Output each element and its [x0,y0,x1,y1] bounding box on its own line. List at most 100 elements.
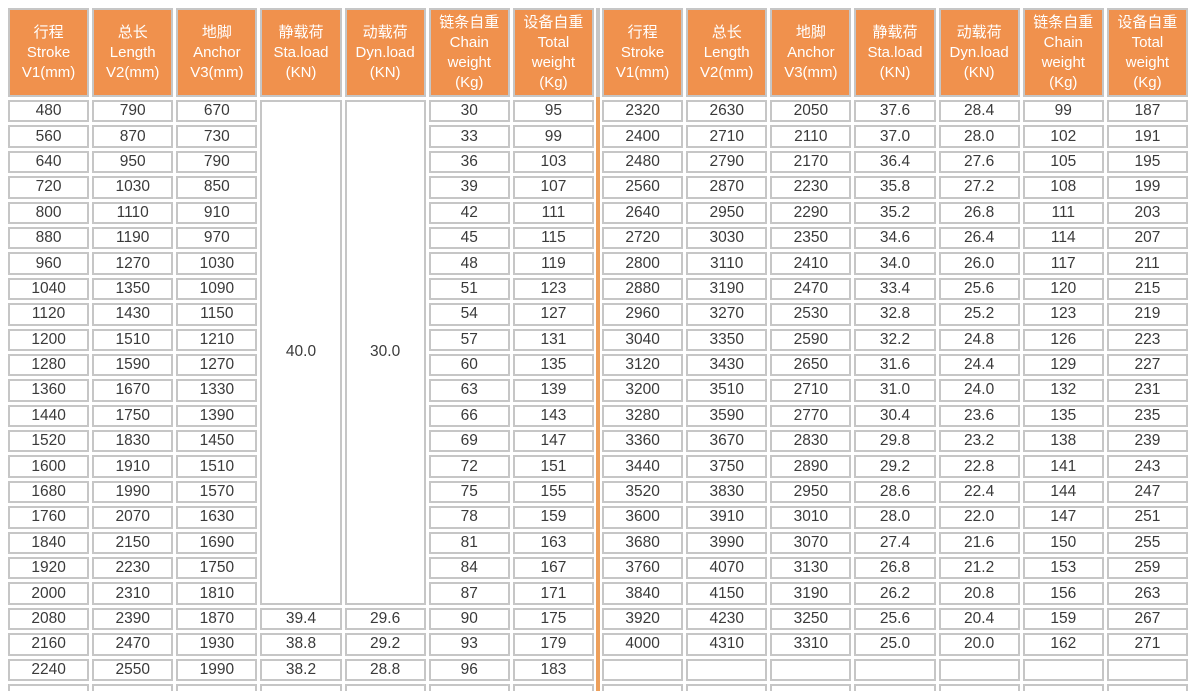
cell-sta-load: 31.0 [854,379,936,402]
cell-sta-load: 37.0 [854,125,936,148]
cell-total-weight: 247 [1106,480,1188,504]
table-row: 2160 2470 1930 38.8 29.2 93 179 [8,633,594,656]
cell-anchor: 2350 [770,226,852,250]
cell-stroke: 560 [8,125,90,148]
cell-sta-load: 35.2 [854,201,936,224]
table-row: 3920 4230 3250 25.6 20.4 159 267 [602,607,1188,631]
cell-total-weight [1106,658,1188,681]
spec-table-left-header: 行程 Stroke V1(mm) 总长 Length V2(mm) 地脚 Anchor V3(m… [8,8,594,97]
cell-total-weight: 259 [1106,557,1188,580]
cell-length: 2150 [92,531,174,555]
cell-chain-weight: 132 [1022,379,1104,402]
cell-anchor: 1390 [176,404,258,428]
table-row: 3360 3670 2830 29.8 23.2 138 239 [602,430,1188,453]
header-cell-anchor: 地脚 Anchor V3(mm) [176,8,258,97]
table-row: 2560 2870 2230 35.8 27.2 108 199 [602,176,1188,199]
cell-chain-weight: 111 [1022,201,1104,224]
table-row: 1840 2150 1690 81 163 [8,531,594,555]
cell-chain-weight: 159 [1022,607,1104,631]
header-line: 总长 [711,23,742,41]
cell-length: 2390 [92,607,174,631]
table-row: 3840 4150 3190 26.2 20.8 156 263 [602,582,1188,605]
cell-length [92,683,174,691]
cell-dyn-load [938,658,1020,681]
header-line: V3(mm) [190,63,244,81]
cell-sta-load: 25.0 [854,633,936,656]
cell-chain-weight: 114 [1022,226,1104,250]
table-row: 3040 3350 2590 32.2 24.8 126 223 [602,328,1188,351]
cell-length: 1270 [92,252,174,275]
cell-total-weight: 187 [1106,100,1188,123]
header-line: Anchor [193,43,241,61]
cell-length: 3270 [686,303,768,326]
table-row: 1760 2070 1630 78 159 [8,506,594,529]
cell-length: 3030 [686,226,768,250]
cell-total-weight: 155 [512,480,594,504]
cell-length: 1510 [92,328,174,351]
cell-length: 1670 [92,379,174,402]
table-row [602,683,1188,691]
cell-length: 2310 [92,582,174,605]
cell-total-weight: 251 [1106,506,1188,529]
header-line: (Kg) [455,73,484,91]
cell-sta-load [260,683,342,691]
table-row: 2000 2310 1810 87 171 [8,582,594,605]
cell-anchor: 2950 [770,480,852,504]
cell-sta-load: 38.2 [260,658,342,681]
cell-total-weight: 171 [512,582,594,605]
cell-chain-weight: 42 [428,201,510,224]
cell-stroke: 3040 [602,328,684,351]
header-line: weight [1125,53,1170,71]
header-line: V2(mm) [106,63,160,81]
cell-chain-weight [1022,683,1104,691]
cell-dyn-load: 28.0 [938,125,1020,148]
header-line: 设备自重 [1117,13,1178,31]
cell-dyn-load: 28.4 [938,100,1020,123]
cell-anchor: 1210 [176,328,258,351]
cell-chain-weight: 96 [428,658,510,681]
cell-stroke: 3440 [602,455,684,478]
table-row: 2400 2710 2110 37.0 28.0 102 191 [602,125,1188,148]
cell-length: 1030 [92,176,174,199]
header-line: Total [1131,33,1164,51]
header-line: (KN) [369,63,401,81]
cell-length: 2230 [92,557,174,580]
cell-stroke: 2960 [602,303,684,326]
header-row: 行程 Stroke V1(mm) 总长 Length V2(mm) 地脚 Anchor V3(m… [602,8,1188,97]
table-row: 3520 3830 2950 28.6 22.4 144 247 [602,480,1188,504]
cell-sta-load: 33.4 [854,277,936,301]
cell-length: 3830 [686,480,768,504]
cell-stroke: 1280 [8,353,90,377]
cell-anchor: 2650 [770,353,852,377]
cell-length: 4310 [686,633,768,656]
cell-chain-weight: 162 [1022,633,1104,656]
cell-dyn-load: 20.0 [938,633,1020,656]
header-cell-sta-load: 静载荷 Sta.load (KN) [260,8,342,97]
cell-length: 1590 [92,353,174,377]
cell-anchor: 970 [176,226,258,250]
cell-dyn-load: 23.2 [938,430,1020,453]
cell-dyn-load: 22.0 [938,506,1020,529]
cell-dyn-load: 23.6 [938,404,1020,428]
table-row: 2800 3110 2410 34.0 26.0 117 211 [602,252,1188,275]
cell-chain-weight: 81 [428,531,510,555]
cell-stroke: 3680 [602,531,684,555]
cell-stroke: 3200 [602,379,684,402]
cell-chain-weight: 93 [428,633,510,656]
cell-length: 1110 [92,201,174,224]
cell-anchor: 910 [176,201,258,224]
cell-total-weight: 139 [512,379,594,402]
cell-chain-weight: 108 [1022,176,1104,199]
header-cell-stroke: 行程 Stroke V1(mm) [8,8,90,97]
cell-dyn-load: 26.0 [938,252,1020,275]
cell-total-weight: 163 [512,531,594,555]
cell-anchor: 670 [176,100,258,123]
cell-stroke: 880 [8,226,90,250]
table-row: 3120 3430 2650 31.6 24.4 129 227 [602,353,1188,377]
cell-dyn-load: 24.0 [938,379,1020,402]
cell-dyn-load: 29.2 [344,633,426,656]
cell-dyn-load: 21.2 [938,557,1020,580]
cell-dyn-load: 28.8 [344,658,426,681]
cell-stroke: 1760 [8,506,90,529]
cell-stroke: 2480 [602,150,684,174]
